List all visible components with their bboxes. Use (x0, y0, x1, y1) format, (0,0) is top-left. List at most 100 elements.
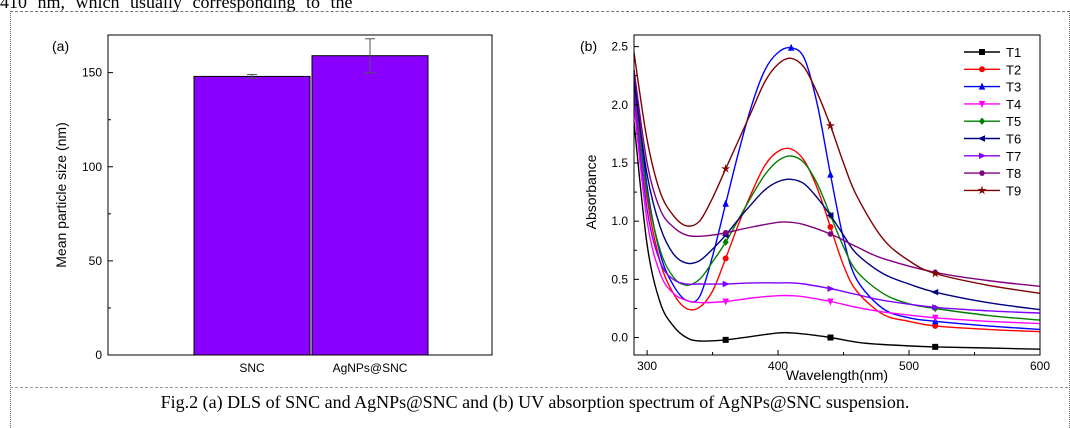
y-tick-label: 2.5 (611, 40, 628, 54)
series-t1-marker (722, 336, 729, 343)
error-bars-group (247, 38, 375, 79)
legend-marker (979, 49, 986, 56)
bar-agnps-snc (311, 55, 429, 356)
series-t3-line (634, 46, 1040, 331)
series-t4-marker (932, 314, 939, 322)
legend-label: T9 (1006, 183, 1021, 198)
y-tick-label: 1.0 (611, 214, 628, 228)
series-t7-line (634, 93, 1040, 314)
series-t9-marker (825, 120, 836, 130)
caption-divider (10, 387, 1068, 388)
y-tick-label: 2.0 (611, 98, 628, 112)
series-t1-marker (932, 343, 939, 350)
x-tick-label: 500 (899, 359, 919, 373)
legend-marker (977, 185, 987, 195)
series-t8-marker (827, 231, 834, 237)
series-t7-marker (932, 304, 940, 311)
legend-item-t8: T8 (964, 166, 1021, 181)
series-t4 (634, 104, 1040, 325)
series-t1 (634, 122, 1040, 350)
legend-item-t3: T3 (964, 80, 1021, 95)
series-t2-marker (722, 255, 729, 262)
y-axis-label: Absorbance (583, 154, 599, 229)
series-t8-line (634, 69, 1040, 287)
x-axis-label: Wavelength(nm) (786, 367, 888, 383)
series-t2-line (634, 81, 1040, 333)
legend-label: T4 (1006, 97, 1021, 112)
legend-marker (978, 117, 986, 125)
preceding-body-text: 410 nm, which usually corresponding to t… (0, 0, 353, 12)
legend-item-t5: T5 (964, 114, 1021, 129)
x-tick-label: 600 (1030, 359, 1050, 373)
figure-svg: (a) 0 50 100 150 SNC AgNPs@SNC Mean particle… (52, 34, 1050, 383)
bar-snc (193, 75, 311, 356)
series-t3-marker (787, 43, 795, 51)
axes-frame-b (633, 34, 1041, 356)
legend-label: T3 (1006, 80, 1021, 95)
legend: T1 T2 T3 T4 T5 T6 T7 T8 T9 (964, 45, 1021, 198)
y-tick-label: 50 (89, 254, 103, 268)
y-axis-label: Mean particle size (nm) (53, 122, 69, 268)
bars-group (193, 55, 429, 356)
series-t1-marker (827, 334, 834, 341)
x-axis-tick-labels: SNC AgNPs@SNC (239, 361, 407, 375)
y-axis-ticks: 0 50 100 150 (82, 66, 113, 362)
legend-item-t1: T1 (964, 45, 1021, 60)
legend-marker (978, 82, 986, 90)
series-t6-marker (826, 212, 834, 219)
y-tick-label: 100 (82, 160, 102, 174)
legend-label: T7 (1006, 149, 1021, 164)
series-t4-marker (722, 298, 729, 306)
series-t4-marker (827, 298, 834, 306)
series-t5-marker (722, 238, 729, 246)
x-tick-label: AgNPs@SNC (333, 361, 408, 375)
panel-a-label: (a) (52, 38, 69, 54)
y-axis-ticks: 0.0 0.5 1.0 1.5 2.0 2.5 (611, 40, 639, 345)
series-t4-line (634, 104, 1040, 325)
legend-label: T1 (1006, 45, 1021, 60)
axes-frame-a (107, 34, 493, 356)
y-tick-label: 0 (95, 348, 102, 362)
series-t3-marker (722, 199, 729, 207)
series-t6 (634, 81, 1040, 311)
series-t9-marker (930, 268, 940, 278)
series-t7 (634, 93, 1040, 314)
legend-marker (979, 152, 987, 160)
series-t7-marker (827, 285, 835, 292)
legend-marker (978, 100, 986, 108)
series-t8-marker (722, 230, 729, 236)
series-t1-line (634, 122, 1040, 350)
legend-label: T8 (1006, 166, 1021, 181)
legend-label: T2 (1006, 62, 1021, 77)
legend-item-t2: T2 (964, 62, 1021, 77)
panel-a-bar-chart: (a) 0 50 100 150 SNC AgNPs@SNC Mean particle… (52, 34, 493, 375)
x-axis-ticks: 300 400 500 600 (637, 350, 1050, 373)
series-t9-line (634, 52, 1040, 294)
x-tick-label: 300 (637, 359, 657, 373)
legend-item-t9: T9 (964, 183, 1021, 198)
series-t3 (634, 43, 1040, 331)
y-tick-label: 0.0 (611, 331, 628, 345)
series-t2-marker (827, 223, 834, 230)
series-t3-marker (827, 170, 834, 178)
x-tick-label: SNC (239, 361, 265, 375)
series-t7-marker (722, 280, 730, 288)
panel-b-label: (b) (580, 38, 597, 54)
series-t9-marker (721, 163, 731, 173)
legend-marker (979, 66, 986, 73)
series-t8 (634, 69, 1040, 287)
legend-item-t6: T6 (964, 132, 1021, 147)
legend-marker (977, 135, 985, 142)
panel-b-line-chart: (b) 0.0 0.5 1.0 1.5 2.0 2.5 300 400 500 600 Abso… (580, 34, 1050, 383)
x-tick-label: 400 (768, 359, 788, 373)
y-tick-label: 0.5 (611, 272, 628, 286)
series-t6-marker (931, 288, 939, 296)
series-lines-group (634, 43, 1040, 350)
legend-label: T6 (1006, 132, 1021, 147)
y-tick-label: 1.5 (611, 156, 628, 170)
legend-item-t7: T7 (964, 149, 1021, 164)
legend-item-t4: T4 (964, 97, 1021, 112)
legend-marker (978, 170, 986, 176)
series-t6-line (634, 81, 1040, 311)
series-t9 (634, 52, 1040, 294)
